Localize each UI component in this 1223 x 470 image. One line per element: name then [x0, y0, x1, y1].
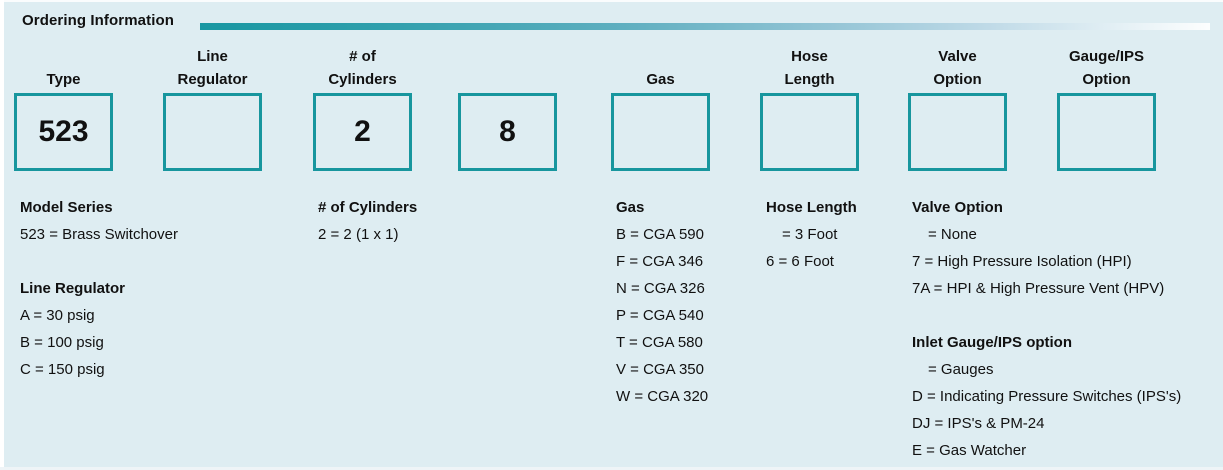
legend-title: Line Regulator	[20, 280, 126, 297]
page-edge-left	[0, 0, 4, 470]
legend-column-valve-and-gauge: Valve Option = None 7 = High Pressure Is…	[912, 194, 1181, 464]
code-box-gauge-ips-option	[1057, 93, 1156, 171]
page-edge-bottom	[0, 467, 1223, 470]
legend-group-hose-length: Hose Length = 3 Foot 6 = 6 Foot	[766, 194, 857, 275]
order-field-line-regulator: Line Regulator	[163, 47, 262, 171]
field-label: Line Regulator	[177, 48, 248, 88]
legend-column-model-series: Model Series 523 = Brass Switchover Line…	[20, 194, 178, 383]
code-box-num-cylinders: 2	[313, 93, 412, 171]
legend-column-num-cylinders: # of Cylinders 2 = 2 (1 x 1)	[318, 194, 417, 248]
section-title: Ordering Information	[22, 12, 174, 29]
legend-row: = None	[928, 226, 977, 243]
field-label: Hose Length	[784, 48, 835, 88]
legend-title: Valve Option	[912, 199, 1003, 216]
legend-group-valve-option: Valve Option = None 7 = High Pressure Is…	[912, 194, 1181, 302]
legend-title: Inlet Gauge/IPS option	[912, 334, 1073, 351]
order-field-type: Type 523	[14, 47, 113, 171]
order-field-gas: Gas	[611, 47, 710, 171]
legend-row: DJ = IPS's & PM-24	[912, 415, 1045, 432]
code-value: 523	[38, 115, 89, 148]
legend-row: E = Gas Watcher	[912, 442, 1027, 459]
legend-group-num-cylinders: # of Cylinders 2 = 2 (1 x 1)	[318, 194, 417, 248]
legend-row: 2 = 2 (1 x 1)	[318, 226, 399, 243]
code-box-type: 523	[14, 93, 113, 171]
field-label	[458, 47, 557, 93]
legend-group-gas: Gas B = CGA 590 F = CGA 346 N = CGA 326 …	[616, 194, 708, 410]
legend-row: V = CGA 350	[616, 361, 704, 378]
legend-title: Gas	[616, 199, 645, 216]
field-label: Gauge/IPS Option	[1068, 48, 1145, 88]
legend-group-model-series: Model Series 523 = Brass Switchover	[20, 194, 178, 248]
order-field-hose-length: Hose Length	[760, 47, 859, 171]
legend-row: B = CGA 590	[616, 226, 704, 243]
code-box-valve-option	[908, 93, 1007, 171]
field-label: Gas	[646, 71, 675, 88]
legend-row: C = 150 psig	[20, 361, 105, 378]
legend-row: A = 30 psig	[20, 307, 95, 324]
legend-title: # of Cylinders	[318, 199, 418, 216]
field-label: # of Cylinders	[328, 48, 397, 88]
field-label: Type	[46, 71, 81, 88]
legend-row: B = 100 psig	[20, 334, 104, 351]
legend-title: Model Series	[20, 199, 113, 216]
code-box-line-regulator	[163, 93, 262, 171]
legend-row: 7 = High Pressure Isolation (HPI)	[912, 253, 1132, 270]
legend-row: = 3 Foot	[782, 226, 838, 243]
header-gradient-bar	[200, 23, 1210, 30]
legend-column-gas: Gas B = CGA 590 F = CGA 346 N = CGA 326 …	[616, 194, 708, 410]
legend-row: T = CGA 580	[616, 334, 703, 351]
legend-group-line-regulator: Line Regulator A = 30 psig B = 100 psig …	[20, 275, 178, 383]
legend-row: 523 = Brass Switchover	[20, 226, 178, 243]
legend-column-hose-length: Hose Length = 3 Foot 6 = 6 Foot	[766, 194, 857, 275]
field-label: Valve Option	[933, 48, 982, 88]
page-edge-top	[0, 0, 1223, 2]
legend-row: 7A = HPI & High Pressure Vent (HPV)	[912, 280, 1165, 297]
legend-group-inlet-gauge-ips: Inlet Gauge/IPS option = Gauges D = Indi…	[912, 329, 1181, 464]
order-field-cylinder-count: 8	[458, 47, 557, 171]
legend-row: N = CGA 326	[616, 280, 705, 297]
code-box-hose-length	[760, 93, 859, 171]
legend-row: D = Indicating Pressure Switches (IPS's)	[912, 388, 1182, 405]
legend-row: W = CGA 320	[616, 388, 709, 405]
order-field-valve-option: Valve Option	[908, 47, 1007, 171]
code-value: 8	[499, 115, 516, 148]
order-field-num-cylinders: # of Cylinders 2	[313, 47, 412, 171]
code-box-gas	[611, 93, 710, 171]
order-field-gauge-ips-option: Gauge/IPS Option	[1057, 47, 1156, 171]
legend-row: 6 = 6 Foot	[766, 253, 834, 270]
code-value: 2	[354, 115, 371, 148]
legend-row: = Gauges	[928, 361, 994, 378]
legend-row: F = CGA 346	[616, 253, 704, 270]
code-box-cylinder-count: 8	[458, 93, 557, 171]
legend-row: P = CGA 540	[616, 307, 704, 324]
legend-title: Hose Length	[766, 199, 857, 216]
